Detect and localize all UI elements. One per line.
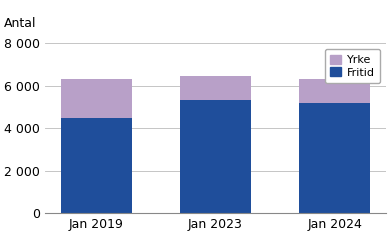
- Bar: [180, 100, 251, 213]
- Legend: Yrke, Fritid: Yrke, Fritid: [324, 49, 380, 83]
- Text: Antal: Antal: [4, 17, 37, 30]
- Bar: [180, 76, 251, 100]
- Bar: [299, 103, 370, 213]
- Bar: [60, 118, 132, 213]
- Bar: [60, 79, 132, 118]
- Bar: [299, 79, 370, 103]
